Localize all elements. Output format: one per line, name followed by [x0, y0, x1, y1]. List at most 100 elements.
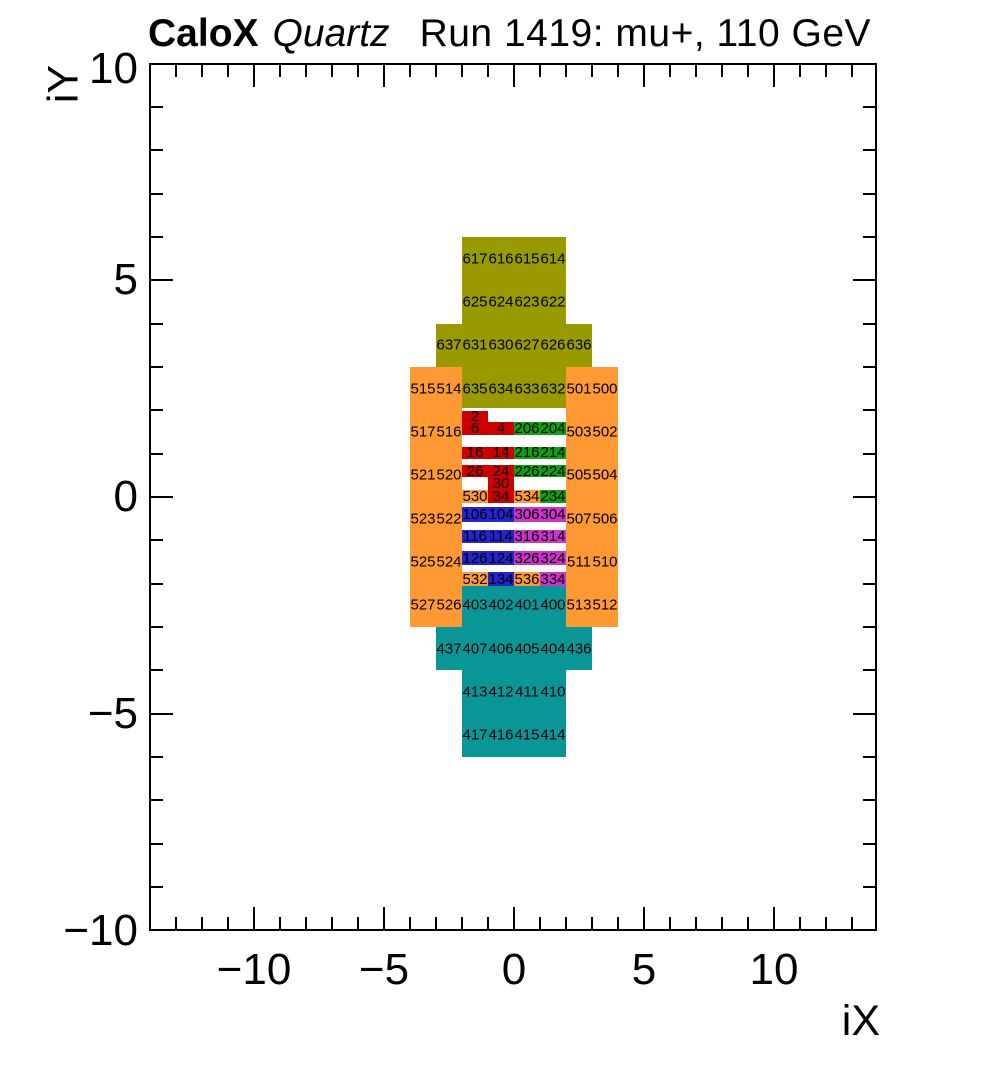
- y-tick-left: [151, 842, 163, 845]
- calo-cell-204: 204: [540, 419, 566, 437]
- y-tick-right: [863, 842, 875, 845]
- channel-label-515: 515: [410, 380, 436, 398]
- x-tick-bottom: [461, 917, 463, 929]
- x-tick-top: [721, 65, 723, 77]
- x-tick-top: [799, 65, 801, 77]
- channel-label-623: 623: [514, 293, 540, 311]
- channel-label-506: 506: [592, 510, 618, 528]
- x-tick-bottom: [539, 917, 541, 929]
- channel-label-411: 411: [515, 683, 539, 701]
- calo-region-orange: [410, 366, 462, 628]
- plot-frame: [149, 63, 877, 931]
- channel-label-633: 633: [514, 380, 540, 398]
- y-tick-left: [151, 149, 163, 152]
- channel-label-617: 617: [462, 250, 488, 268]
- calo-cell-114: 114: [488, 527, 514, 545]
- channel-label-403: 403: [462, 596, 488, 614]
- x-tick-bottom: [591, 917, 593, 929]
- channel-label-401: 401: [514, 596, 540, 614]
- y-tick-left: [151, 886, 163, 889]
- y-tick-left: [151, 365, 163, 368]
- calo-region-olive: [462, 236, 566, 324]
- y-tick-left: [151, 496, 173, 498]
- x-tick-bottom: [253, 907, 255, 929]
- channel-label-527: 527: [410, 596, 436, 614]
- channel-label-520: 520: [436, 466, 462, 484]
- x-tick-bottom: [721, 917, 723, 929]
- channel-label-514: 514: [436, 380, 462, 398]
- calo-cell-326: 326: [514, 549, 540, 567]
- calo-cell-26: 26: [462, 464, 488, 478]
- y-tick-left: [151, 712, 173, 715]
- channel-label-513: 513: [566, 596, 592, 614]
- y-tick-left: [151, 322, 163, 325]
- calo-cell-224: 224: [540, 462, 566, 480]
- calo-cell-34: 34: [488, 489, 514, 504]
- y-tick-right: [863, 149, 875, 152]
- y-tick-right: [863, 582, 875, 585]
- title-run-info: Run 1419: mu+, 110 GeV: [419, 12, 872, 55]
- channel-label-523: 523: [410, 510, 436, 528]
- x-tick-bottom: [513, 907, 515, 929]
- channel-label-436: 436: [566, 640, 592, 658]
- channel-label-626: 626: [540, 336, 566, 354]
- x-tick-top: [357, 65, 359, 77]
- calo-cell-306: 306: [514, 505, 540, 523]
- y-tick-right: [853, 279, 875, 282]
- calo-cell-304: 304: [540, 505, 566, 523]
- y-tick-right: [863, 409, 875, 412]
- calo-cell-324: 324: [540, 549, 566, 567]
- x-tick-top: [331, 65, 333, 77]
- channel-label-614: 614: [540, 250, 566, 268]
- channel-label-631: 631: [462, 336, 488, 354]
- channel-label-402: 402: [488, 596, 514, 614]
- x-tick-bottom: [617, 917, 619, 929]
- y-tick-left: [151, 279, 173, 282]
- calo-cell-24: 24: [488, 464, 514, 478]
- calo-cell-124: 124: [488, 549, 514, 567]
- calo-cell-126: 126: [462, 549, 488, 567]
- calo-cell-116: 116: [462, 527, 488, 545]
- y-tick-label--10: −10: [63, 905, 138, 955]
- x-tick-bottom: [227, 917, 229, 929]
- x-tick-top: [513, 65, 515, 87]
- x-tick-top: [279, 65, 281, 77]
- plot-title: CaloX Quartz Run 1419: mu+, 110 GeV: [148, 14, 871, 54]
- y-tick-right: [863, 105, 875, 108]
- channel-label-636: 636: [566, 336, 592, 354]
- y-tick-right: [863, 235, 875, 238]
- channel-label-635: 635: [462, 380, 488, 398]
- calo-region-orange: [566, 366, 618, 628]
- y-tick-right: [863, 192, 875, 195]
- y-tick-right: [863, 322, 875, 325]
- x-tick-top: [591, 65, 593, 77]
- x-tick-label--10: −10: [216, 945, 292, 994]
- channel-label-517: 517: [410, 423, 436, 441]
- x-tick-top: [825, 65, 827, 77]
- channel-label-637: 637: [436, 336, 462, 354]
- x-tick-top: [669, 65, 671, 77]
- channel-label-437: 437: [436, 640, 462, 658]
- x-tick-bottom: [305, 917, 307, 929]
- calo-cell-30: 30: [488, 477, 514, 491]
- calo-cell-316: 316: [514, 527, 540, 545]
- x-tick-bottom: [175, 917, 177, 929]
- channel-label-405: 405: [514, 640, 540, 658]
- channel-label-406: 406: [488, 640, 514, 658]
- x-tick-top: [539, 65, 541, 77]
- calo-cell-530: 530: [462, 487, 488, 505]
- calo-cell-106: 106: [462, 505, 488, 523]
- x-tick-top: [461, 65, 463, 77]
- channel-label-616: 616: [488, 250, 514, 268]
- x-tick-top: [253, 65, 255, 87]
- title-experiment: CaloX: [148, 12, 259, 55]
- x-tick-bottom: [435, 917, 437, 929]
- x-tick-bottom: [773, 907, 775, 929]
- x-tick-bottom: [357, 917, 359, 929]
- x-tick-bottom: [487, 917, 489, 929]
- y-tick-left: [151, 192, 163, 195]
- channel-label-400: 400: [540, 596, 566, 614]
- y-tick-right: [863, 669, 875, 672]
- y-tick-right: [853, 496, 875, 498]
